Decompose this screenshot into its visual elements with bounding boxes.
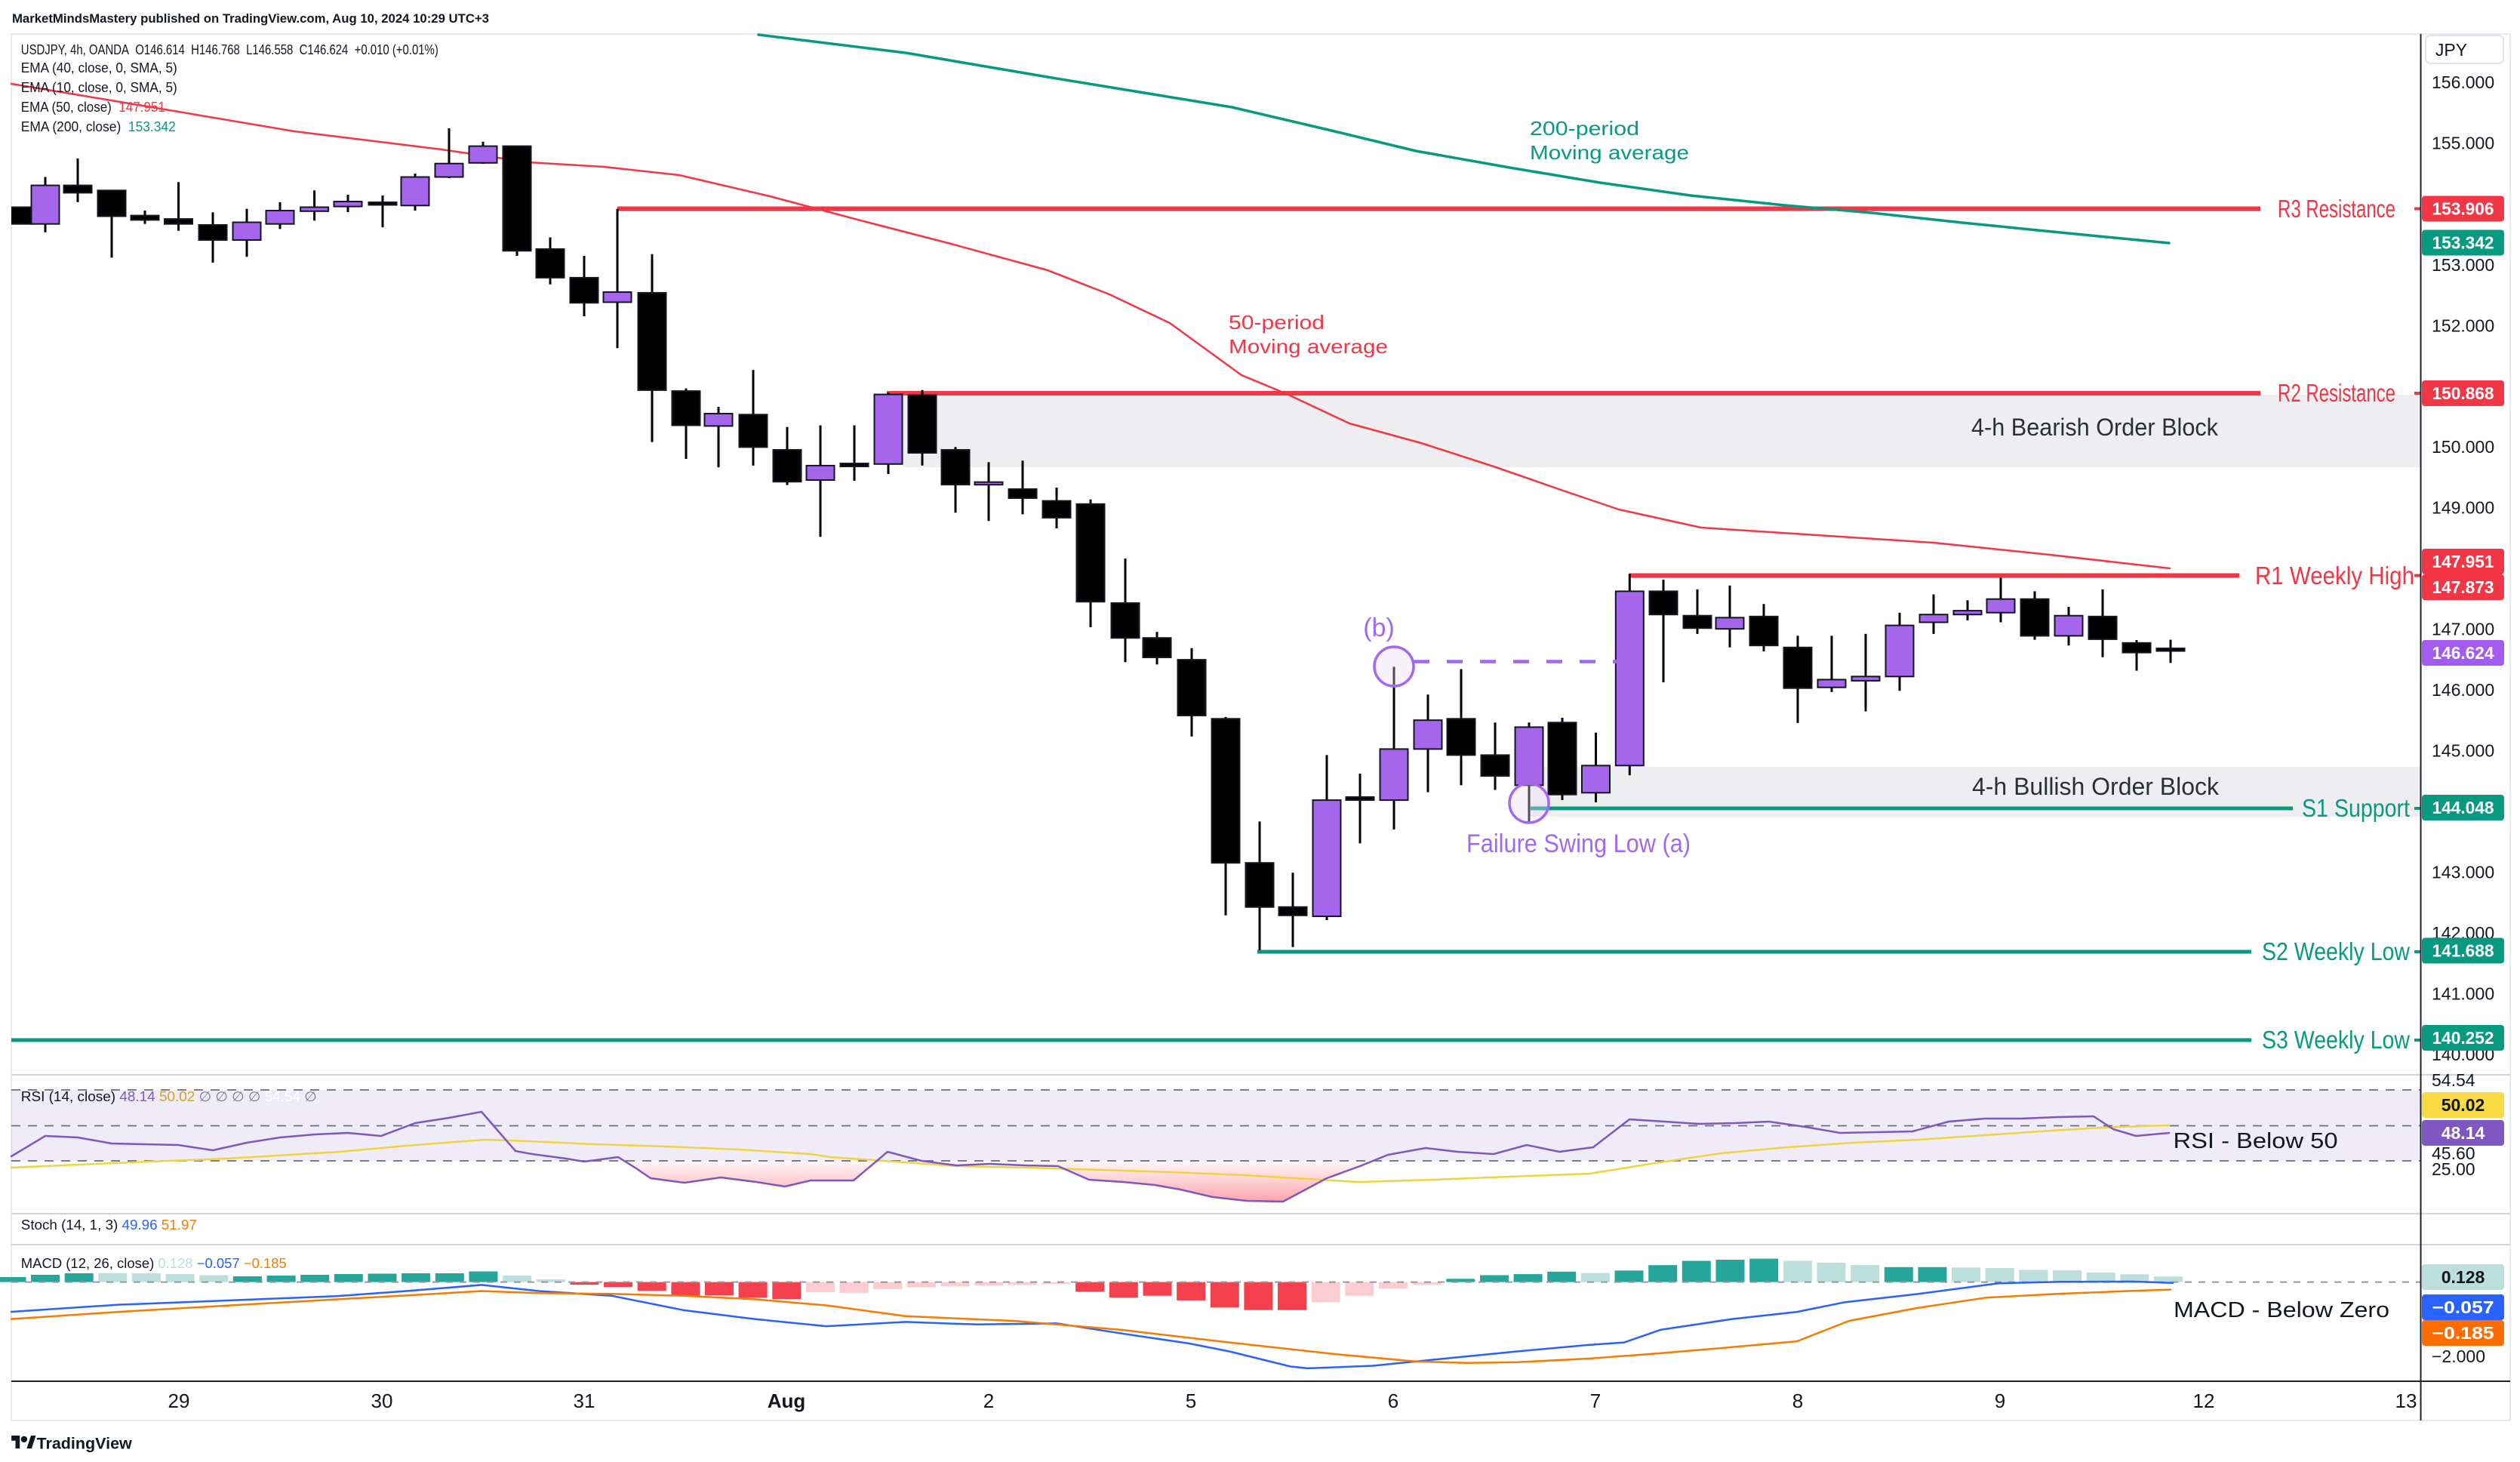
svg-text:150.000: 150.000 [2432, 437, 2494, 457]
svg-text:Aug: Aug [768, 1390, 806, 1412]
svg-text:RSI - Below 50: RSI - Below 50 [2174, 1129, 2338, 1153]
svg-text:144.048: 144.048 [2432, 798, 2494, 817]
svg-text:R2 Resistance: R2 Resistance [2278, 379, 2395, 407]
svg-text:8: 8 [1792, 1390, 1803, 1412]
svg-text:5: 5 [1186, 1390, 1196, 1412]
svg-text:153.000: 153.000 [2432, 255, 2494, 275]
svg-text:147.873: 147.873 [2432, 577, 2494, 597]
svg-text:S1 Support: S1 Support [2302, 794, 2410, 822]
svg-text:EMA (50, close) 147.951: EMA (50, close) 147.951 [21, 100, 165, 115]
svg-text:54.54: 54.54 [2432, 1070, 2475, 1090]
svg-text:149.000: 149.000 [2432, 498, 2494, 518]
svg-text:143.000: 143.000 [2432, 863, 2494, 882]
svg-text:146.624: 146.624 [2432, 643, 2494, 663]
svg-text:153.906: 153.906 [2432, 199, 2494, 219]
svg-text:200-period: 200-period [1530, 117, 1639, 140]
svg-text:EMA (40, close, 0, SMA, 5): EMA (40, close, 0, SMA, 5) [21, 60, 177, 75]
svg-text:31: 31 [574, 1390, 595, 1412]
svg-text:EMA (200, close) 153.342: EMA (200, close) 153.342 [21, 119, 176, 134]
svg-text:−0.185: −0.185 [2432, 1323, 2494, 1343]
svg-text:152.000: 152.000 [2432, 316, 2494, 336]
svg-text:MACD (12, 26, close) 0.128 −0: MACD (12, 26, close) 0.128 −0.057 −0.185 [21, 1256, 287, 1271]
svg-text:50.02: 50.02 [2442, 1095, 2485, 1115]
svg-text:30: 30 [371, 1390, 393, 1412]
svg-text:12: 12 [2193, 1390, 2215, 1412]
svg-text:155.000: 155.000 [2432, 134, 2494, 153]
svg-text:29: 29 [168, 1390, 190, 1412]
svg-text:13: 13 [2395, 1390, 2417, 1412]
svg-text:EMA (10, close, 0, SMA, 5): EMA (10, close, 0, SMA, 5) [21, 80, 177, 95]
svg-text:141.000: 141.000 [2432, 984, 2494, 1004]
svg-text:25.00: 25.00 [2432, 1159, 2475, 1179]
svg-text:Moving average: Moving average [1229, 335, 1388, 358]
svg-text:0.128: 0.128 [2442, 1267, 2485, 1287]
svg-text:(b): (b) [1363, 614, 1395, 642]
svg-text:MACD - Below Zero: MACD - Below Zero [2174, 1298, 2389, 1322]
svg-text:S2 Weekly Low: S2 Weekly Low [2262, 937, 2410, 965]
svg-text:147.951: 147.951 [2432, 552, 2494, 571]
svg-text:48.14: 48.14 [2442, 1123, 2485, 1143]
svg-text:9: 9 [1995, 1390, 2005, 1412]
svg-text:140.252: 140.252 [2432, 1028, 2494, 1048]
svg-text:141.688: 141.688 [2432, 941, 2494, 961]
svg-text:Failure Swing Low (a): Failure Swing Low (a) [1466, 829, 1691, 858]
svg-text:R3 Resistance: R3 Resistance [2278, 195, 2395, 223]
svg-text:JPY: JPY [2435, 40, 2467, 60]
svg-text:R1 Weekly High: R1 Weekly High [2255, 562, 2414, 589]
svg-text:MarketMindsMastery published o: MarketMindsMastery published on TradingV… [12, 11, 489, 26]
svg-text:146.000: 146.000 [2432, 680, 2494, 700]
svg-text:147.000: 147.000 [2432, 620, 2494, 639]
svg-text:TradingView: TradingView [37, 1435, 133, 1453]
svg-text:4-h Bullish Order Block: 4-h Bullish Order Block [1972, 773, 2220, 800]
svg-text:156.000: 156.000 [2432, 72, 2494, 92]
svg-text:Stoch (14, 1, 3) 49.96 51.97: Stoch (14, 1, 3) 49.96 51.97 [21, 1217, 197, 1233]
svg-text:4-h Bearish Order Block: 4-h Bearish Order Block [1971, 414, 2219, 441]
svg-text:Moving average: Moving average [1530, 141, 1689, 164]
svg-text:USDJPY, 4h, OANDA O146.614 H: USDJPY, 4h, OANDA O146.614 H146.768 L146… [21, 42, 438, 57]
svg-text:50-period: 50-period [1229, 311, 1325, 334]
svg-text:45.60: 45.60 [2432, 1143, 2475, 1163]
svg-text:RSI (14, close) 48.14 50.02 ∅: RSI (14, close) 48.14 50.02 ∅ ∅ ∅ ∅ 54.5… [21, 1089, 317, 1104]
svg-text:−0.057: −0.057 [2432, 1297, 2494, 1317]
svg-text:7: 7 [1590, 1390, 1601, 1412]
svg-text:S3 Weekly Low: S3 Weekly Low [2262, 1026, 2410, 1054]
svg-text:6: 6 [1388, 1390, 1398, 1412]
svg-text:153.342: 153.342 [2432, 233, 2494, 253]
svg-text:150.868: 150.868 [2432, 383, 2494, 403]
svg-text:2: 2 [983, 1390, 994, 1412]
svg-text:145.000: 145.000 [2432, 741, 2494, 761]
svg-text:−2.000: −2.000 [2432, 1347, 2485, 1366]
